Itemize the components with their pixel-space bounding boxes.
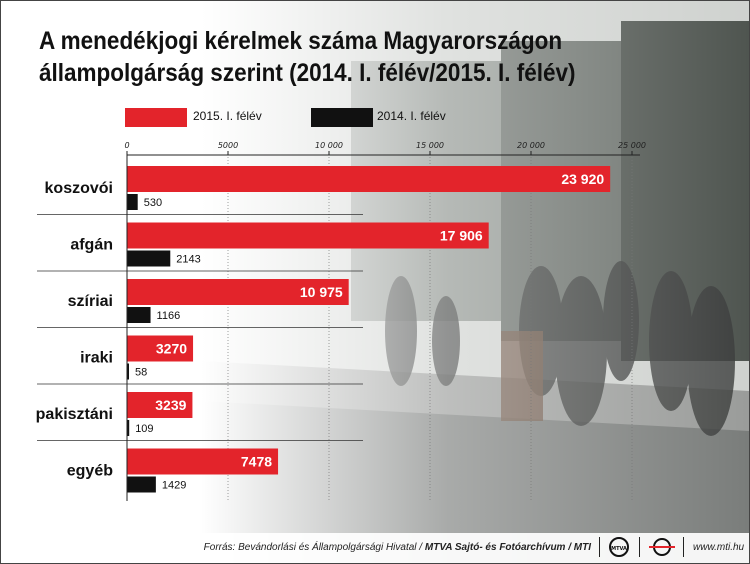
bar-2015: [127, 279, 349, 305]
category-label: egyéb: [67, 463, 113, 480]
value-label-2014: 530: [144, 197, 162, 209]
website-link[interactable]: www.mti.hu: [693, 542, 745, 553]
category-label: iraki: [80, 350, 113, 367]
value-label-2015: 7478: [241, 454, 272, 470]
bar-2015: [127, 166, 611, 192]
value-label-2015: 3239: [155, 397, 186, 413]
bar-2014: [127, 250, 171, 267]
footer-divider: [683, 537, 684, 557]
bar-2014: [127, 307, 151, 323]
bar-2014: [127, 194, 138, 210]
x-tick-label: 20 000: [517, 141, 545, 150]
footer-divider: [599, 537, 600, 557]
bar-2014: [127, 420, 130, 436]
bar-chart: 0 5000 10 000 15 000 20 000 25 000 koszovói 23 …: [36, 141, 646, 501]
source-credit: Forrás: Bevándorlási és Állampolgársági …: [204, 542, 591, 553]
x-tick-label: 25 000: [618, 141, 646, 150]
value-label-2014: 1429: [162, 480, 186, 492]
bar-2015: [127, 448, 279, 475]
category-label: pakisztáni: [36, 406, 113, 423]
background-photo: [201, 1, 749, 563]
bar-2014: [127, 363, 129, 380]
category-label: szíriai: [68, 293, 113, 310]
bar-2015: [127, 392, 193, 418]
value-label-2015: 17 906: [440, 228, 483, 244]
mtva-logo: MTVA: [609, 537, 629, 557]
source-prefix: Forrás: Bevándorlási és Állampolgársági …: [203, 542, 425, 553]
value-label-2015: 10 975: [300, 284, 343, 300]
legend-label-2015: 2015. I. félév: [193, 109, 262, 123]
source-agency: MTVA Sajtó- és Fotóarchívum / MTI: [424, 542, 591, 553]
bar-2015: [127, 335, 194, 362]
value-label-2015: 23 920: [561, 171, 604, 187]
x-tick-label: 5000: [218, 141, 238, 150]
bar-2014: [127, 476, 156, 493]
category-label: afgán: [70, 237, 113, 254]
legend-label-2014: 2014. I. félév: [377, 109, 446, 123]
x-tick-label: 15 000: [416, 141, 444, 150]
value-label-2014: 1166: [157, 310, 181, 322]
value-label-2015: 3270: [156, 341, 187, 357]
legend-swatch-2014: [311, 108, 373, 127]
mti-logo: [649, 538, 675, 556]
chart-title: A menedékjogi kérelmek száma Magyarorszá…: [39, 27, 576, 87]
legend-swatch-2015: [125, 108, 187, 127]
bar-2015: [127, 222, 489, 249]
x-tick-label: 10 000: [315, 141, 343, 150]
value-label-2014: 2143: [176, 254, 200, 266]
category-label: koszovói: [45, 180, 113, 197]
value-label-2014: 109: [135, 423, 153, 435]
x-tick-label: 0: [124, 141, 129, 150]
footer-divider: [639, 537, 640, 557]
value-label-2014: 58: [135, 367, 147, 379]
